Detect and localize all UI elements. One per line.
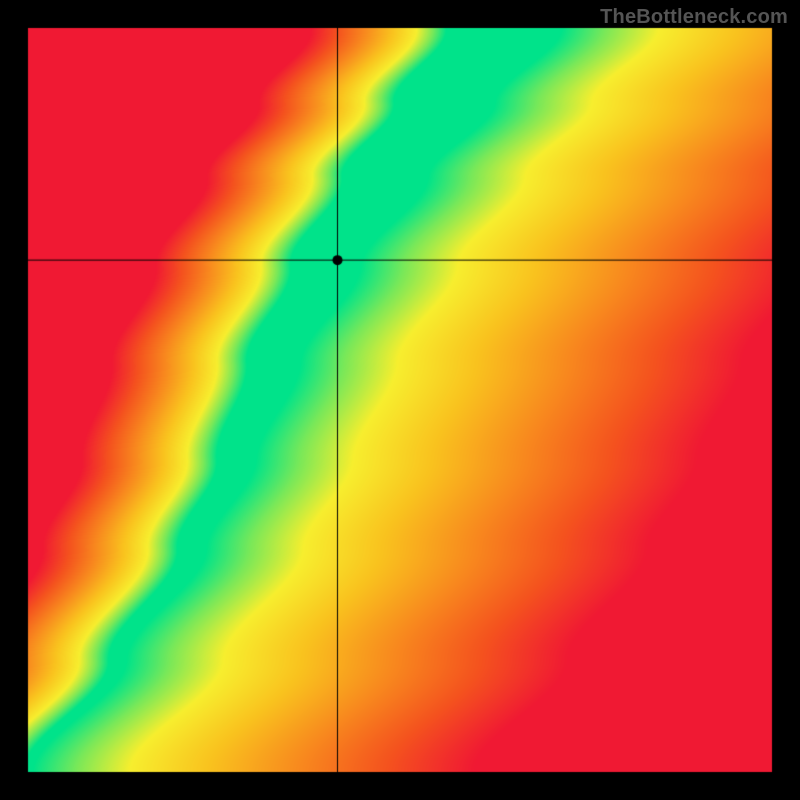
bottleneck-heatmap (0, 0, 800, 800)
attribution-text: TheBottleneck.com (600, 6, 788, 29)
